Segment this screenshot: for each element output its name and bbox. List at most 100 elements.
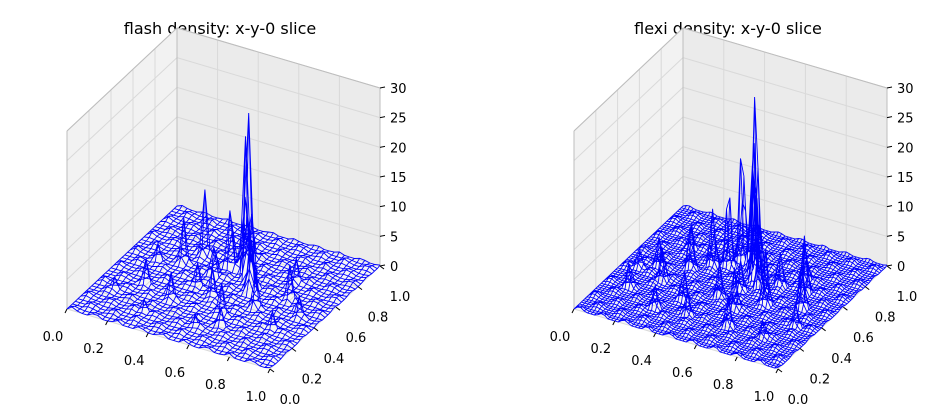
grid-line	[573, 86, 684, 191]
y-tick-label: 0.8	[875, 311, 896, 326]
z-tick-label: 0	[897, 260, 905, 275]
y-tick-label: 1.0	[897, 290, 918, 305]
y-tick-mark	[291, 347, 297, 352]
z-tick-label: 0	[390, 260, 398, 275]
x-tick-mark	[612, 320, 616, 326]
z-tick-label: 15	[897, 171, 914, 186]
chart-title: flexi density: x-y-0 slice	[634, 19, 822, 38]
pane-edge	[66, 27, 178, 132]
grid-line	[66, 175, 178, 280]
z-tick-label: 5	[897, 230, 905, 245]
y-tick-mark	[799, 347, 805, 352]
z-tick-mark	[886, 234, 893, 237]
pane-edge	[176, 27, 381, 89]
z-tick-mark	[379, 86, 386, 89]
y-tick-mark	[379, 265, 385, 270]
y-tick-mark	[777, 368, 783, 373]
z-tick-label: 10	[390, 201, 407, 216]
grid-line	[682, 146, 888, 208]
x-tick-mark	[105, 320, 109, 326]
x-tick-label: 1.0	[754, 390, 775, 405]
x-tick-mark	[145, 332, 149, 338]
pane-edge	[682, 27, 888, 89]
wireframe-surface	[573, 96, 888, 369]
y-tick-label: 0.4	[324, 352, 345, 367]
x-tick-mark	[693, 344, 697, 350]
grid-line	[66, 57, 178, 162]
x-tick-label: 0.4	[631, 354, 652, 369]
x-tick-label: 0.0	[43, 330, 64, 345]
x-tick-label: 0.2	[590, 342, 611, 357]
z-tick-mark	[886, 116, 893, 119]
grid-line	[66, 116, 178, 221]
pane-edge	[573, 27, 684, 132]
x-tick-label: 0.6	[164, 366, 185, 381]
x-tick-label: 0.2	[83, 342, 104, 357]
grid-line	[176, 86, 381, 148]
y-tick-label: 0.6	[853, 331, 874, 346]
z-tick-mark	[379, 205, 386, 208]
x-tick-label: 1.0	[246, 390, 267, 405]
chart-title: flash density: x-y-0 slice	[124, 19, 316, 38]
z-tick-label: 25	[897, 112, 914, 127]
y-tick-mark	[886, 265, 892, 270]
x-tick-mark	[775, 368, 779, 374]
y-tick-label: 0.8	[368, 311, 389, 326]
grid-line	[573, 116, 684, 221]
z-tick-mark	[886, 145, 893, 148]
grid-line	[682, 57, 888, 119]
grid-line	[682, 116, 888, 178]
grid-line	[573, 57, 684, 162]
z-tick-mark	[379, 234, 386, 237]
grid-line	[176, 116, 381, 178]
z-tick-label: 20	[390, 141, 407, 156]
z-tick-mark	[886, 86, 893, 89]
grid-line	[66, 86, 178, 191]
y-tick-label: 0.0	[788, 393, 809, 407]
z-tick-label: 30	[390, 82, 407, 97]
x-tick-mark	[734, 356, 738, 362]
z-tick-mark	[886, 205, 893, 208]
y-tick-label: 1.0	[390, 290, 411, 305]
y-tick-mark	[821, 327, 826, 332]
y-tick-mark	[864, 286, 870, 291]
z-tick-label: 20	[897, 141, 914, 156]
y-tick-mark	[843, 306, 848, 311]
chart-flexi-density: flexi density: x-y-0 slice 0.00.20.40.60…	[550, 19, 918, 407]
y-tick-label: 0.2	[302, 372, 323, 387]
z-tick-label: 30	[897, 82, 914, 97]
x-tick-label: 0.8	[713, 378, 734, 393]
wireframe-surface	[66, 112, 381, 368]
x-tick-mark	[186, 344, 190, 350]
axis-ticks: 0.00.20.40.60.81.0 0.00.20.40.60.81.00510…	[43, 82, 411, 407]
z-tick-mark	[379, 116, 386, 119]
y-tick-mark	[335, 306, 341, 311]
grid-line	[682, 86, 888, 148]
y-tick-mark	[313, 327, 319, 332]
z-tick-mark	[379, 175, 386, 178]
x-tick-label: 0.0	[550, 330, 571, 345]
grid-line	[573, 146, 684, 251]
z-tick-label: 15	[390, 171, 407, 186]
grid-line	[682, 175, 888, 237]
x-tick-mark	[64, 308, 68, 314]
y-tick-label: 0.4	[831, 352, 852, 367]
z-tick-label: 10	[897, 201, 914, 216]
y-tick-label: 0.0	[280, 393, 301, 407]
grid-line	[66, 146, 178, 251]
axis-ticks: 0.00.20.40.60.81.0 0.00.20.40.60.81.00510…	[550, 82, 918, 407]
x-tick-label: 0.8	[205, 378, 226, 393]
x-tick-mark	[267, 368, 271, 374]
x-tick-mark	[653, 332, 657, 338]
x-tick-mark	[226, 356, 230, 362]
grid-line	[176, 57, 381, 119]
surface-wires	[573, 96, 888, 369]
z-tick-label: 25	[390, 112, 407, 127]
surface-wires	[66, 112, 381, 368]
x-tick-mark	[571, 308, 575, 314]
axes-panes	[573, 27, 888, 370]
z-tick-label: 5	[390, 230, 398, 245]
y-tick-mark	[269, 368, 275, 373]
chart-flash-density: flash density: x-y-0 slice 0.00.20.40.60…	[43, 19, 411, 407]
